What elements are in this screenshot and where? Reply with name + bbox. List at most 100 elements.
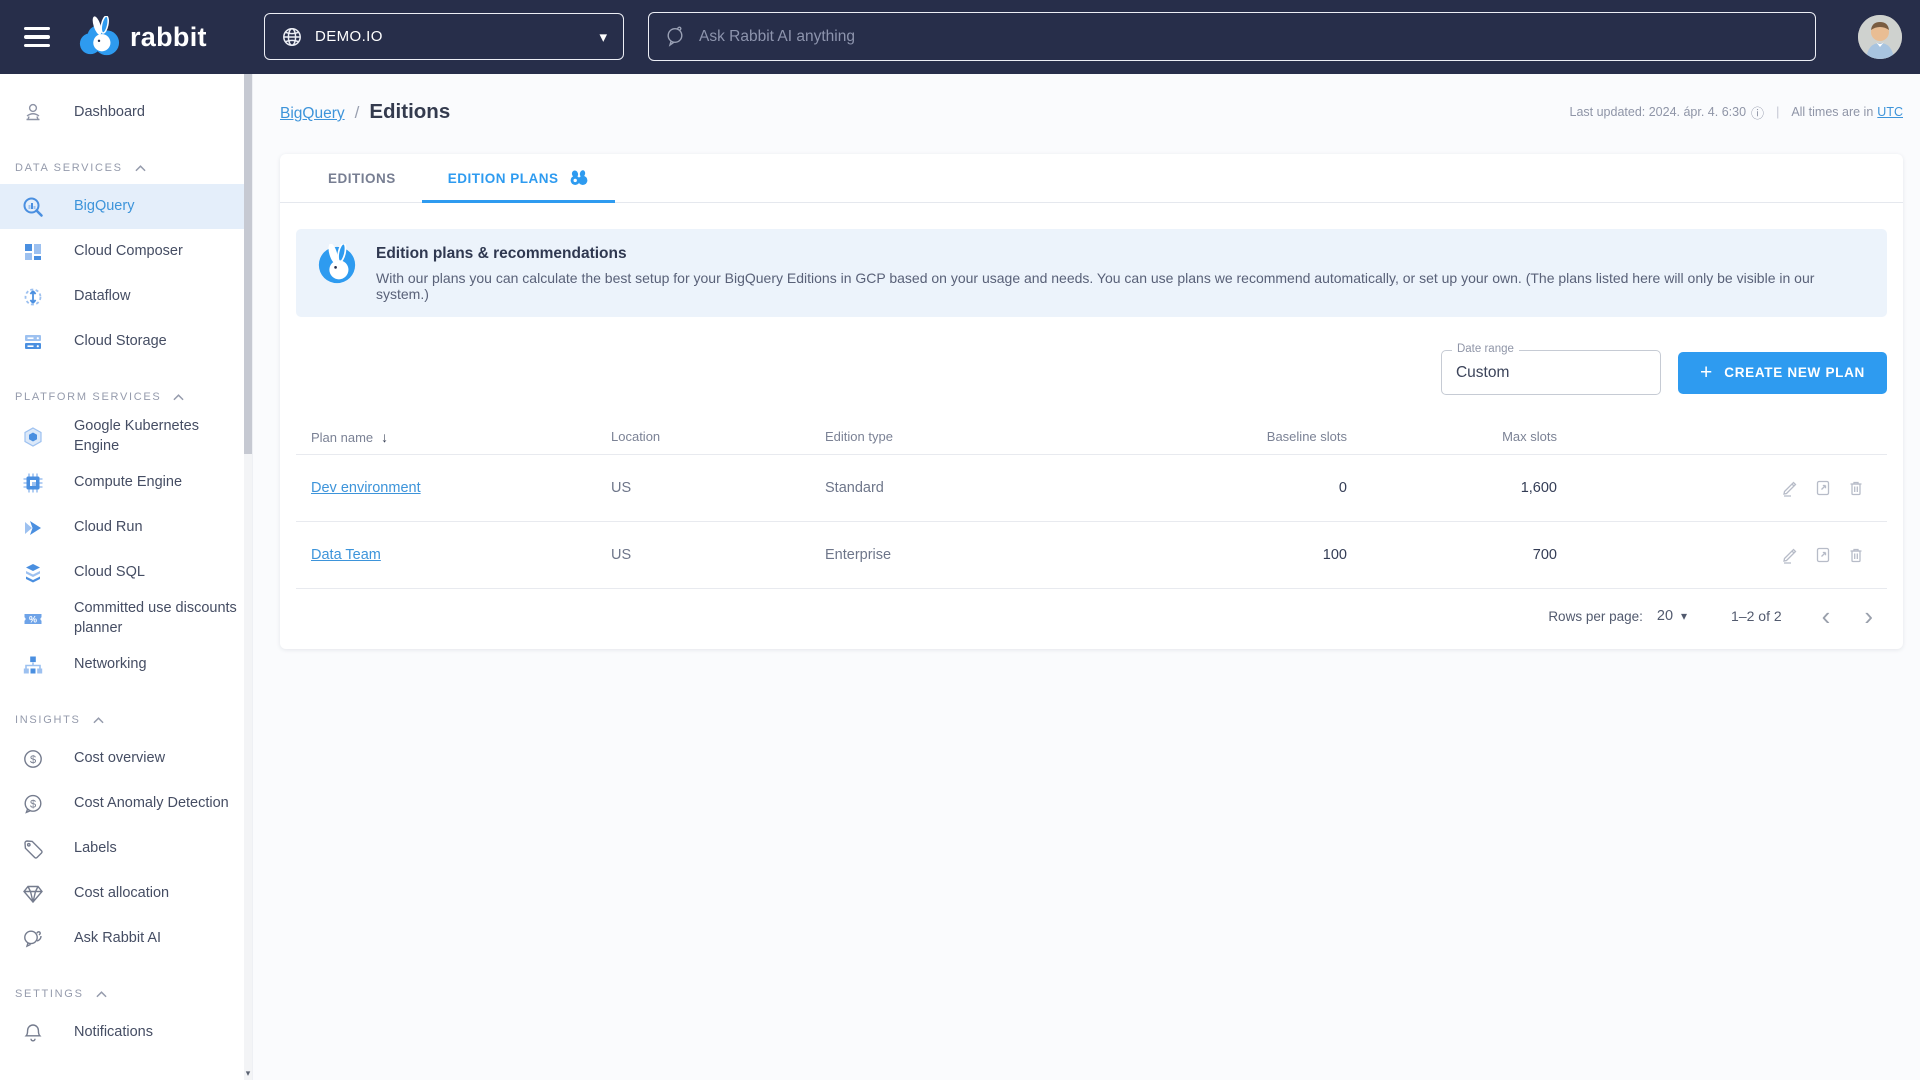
section-title: DATA SERVICES (15, 162, 123, 174)
sidebar-item-dataflow[interactable]: Dataflow (0, 274, 252, 319)
sidebar-section-insights[interactable]: INSIGHTS (15, 714, 252, 726)
sidebar-item-cloud-sql[interactable]: Cloud SQL (0, 550, 252, 595)
cloud-sql-icon (21, 561, 45, 585)
sidebar-item-label: Dataflow (74, 287, 131, 304)
chevron-up-icon (96, 990, 107, 998)
sidebar-item-cloud-composer[interactable]: Cloud Composer (0, 229, 252, 274)
sidebar-item-compute-engine[interactable]: Compute Engine (0, 460, 252, 505)
location-cell: US (611, 480, 632, 496)
brand-logo: rabbit (76, 16, 207, 58)
org-selector[interactable]: DEMO.IO ▾ (264, 13, 624, 60)
edit-icon[interactable] (1781, 479, 1799, 497)
sidebar-item-dashboard[interactable]: Dashboard (0, 90, 252, 135)
sort-desc-icon[interactable]: ↓ (381, 428, 389, 445)
sidebar-item-google-kubernetes-engine[interactable]: Google Kubernetes Engine (0, 413, 252, 460)
sidebar-item-cost-allocation[interactable]: Cost allocation (0, 871, 252, 916)
edition-type-cell: Standard (825, 480, 884, 496)
table-row: Dev environment US Standard 0 1,600 (296, 455, 1887, 522)
sidebar-item-bigquery[interactable]: BigQuery (0, 184, 252, 229)
tag-icon (21, 837, 45, 861)
banner-description: With our plans you can calculate the bes… (376, 270, 1815, 302)
dashboard-icon (21, 101, 45, 125)
sidebar-item-cloud-storage[interactable]: Cloud Storage (0, 319, 252, 364)
section-title: INSIGHTS (15, 714, 81, 727)
svg-text:$: $ (30, 754, 36, 766)
date-range-select[interactable]: Date range Custom (1440, 343, 1661, 395)
ai-search-bar (648, 12, 1816, 61)
duplicate-icon[interactable] (1814, 479, 1832, 497)
date-range-label: Date range (1451, 343, 1519, 355)
sidebar-item-networking[interactable]: Networking (0, 642, 252, 687)
sidebar-item-label: Labels (74, 839, 117, 856)
avatar[interactable] (1858, 15, 1902, 59)
date-range-value: Custom (1455, 363, 1510, 381)
previous-page-button[interactable]: ‹ (1818, 603, 1835, 629)
sidebar-item-label: Cost Anomaly Detection (74, 794, 229, 811)
sidebar-item-notifications[interactable]: Notifications (0, 1010, 252, 1055)
sidebar-scrollbar[interactable]: ▾ (244, 74, 252, 1080)
breadcrumb-bigquery-link[interactable]: BigQuery (280, 105, 345, 122)
column-header-edition-type[interactable]: Edition type (825, 429, 893, 444)
editions-card: EDITIONS EDITION PLANS (280, 154, 1903, 649)
next-page-button[interactable]: › (1860, 603, 1877, 629)
edit-icon[interactable] (1781, 546, 1799, 564)
compute-engine-icon (21, 471, 45, 495)
sidebar-section-data-services[interactable]: DATA SERVICES (15, 162, 252, 174)
avatar-photo (1858, 15, 1902, 59)
sidebar-item-cloud-run[interactable]: Cloud Run (0, 505, 252, 550)
sidebar-item-cost-overview[interactable]: $ Cost overview (0, 736, 252, 781)
dollar-bubble-icon: $ (21, 792, 45, 816)
sidebar-scrollbar-thumb[interactable] (244, 74, 252, 454)
rows-per-page-select[interactable]: 20 ▾ (1657, 608, 1687, 624)
info-banner: Edition plans & recommendations With our… (296, 229, 1887, 317)
sidebar-item-label: BigQuery (74, 197, 135, 214)
info-icon[interactable]: ⓘ (1751, 105, 1765, 121)
hamburger-menu-icon[interactable] (24, 27, 50, 47)
sidebar-item-cost-anomaly-detection[interactable]: $ Cost Anomaly Detection (0, 781, 252, 826)
sidebar-item-label: Cloud Run (74, 518, 143, 535)
brand-wordmark: rabbit (130, 21, 207, 52)
sidebar-item-committed-use-discounts-planner[interactable]: % Committed use discounts planner (0, 595, 252, 642)
tab-edition-plans[interactable]: EDITION PLANS (421, 154, 615, 203)
column-header-max-slots[interactable]: Max slots (1502, 429, 1557, 444)
chevron-up-icon (135, 164, 146, 171)
dataflow-icon (21, 285, 45, 309)
sidebar-item-label: Cloud Composer (74, 242, 183, 259)
controls-row: Date range Custom + CREATE NEW PLAN (280, 343, 1903, 395)
chevron-up-icon (92, 716, 104, 724)
plan-name-link[interactable]: Data Team (311, 547, 381, 563)
column-header-plan-name[interactable]: Plan name ↓ (311, 428, 389, 445)
edition-type-cell: Enterprise (825, 547, 892, 563)
rabbit-banner-icon (318, 244, 356, 284)
plans-table: Plan name ↓ Location Edition type Baselin… (296, 419, 1887, 589)
sidebar-section-platform-services[interactable]: PLATFORM SERVICES (15, 391, 252, 403)
create-new-plan-button[interactable]: + CREATE NEW PLAN (1677, 351, 1887, 394)
duplicate-icon[interactable] (1814, 546, 1832, 564)
delete-icon[interactable] (1847, 479, 1865, 497)
tab-editions[interactable]: EDITIONS (302, 154, 422, 202)
sidebar-section-settings[interactable]: SETTINGS (15, 988, 252, 1000)
delete-icon[interactable] (1847, 546, 1865, 564)
networking-icon (21, 653, 45, 677)
banner-title: Edition plans & recommendations (376, 245, 627, 262)
utc-link[interactable]: UTC (1877, 105, 1903, 119)
sidebar-item-label: Cloud Storage (74, 332, 167, 349)
column-header-baseline-slots[interactable]: Baseline slots (1266, 429, 1347, 444)
table-header-row: Plan name ↓ Location Edition type Baselin… (296, 419, 1887, 455)
svg-text:%: % (29, 614, 37, 624)
pagination: Rows per page: 20 ▾ 1–2 of 2 ‹ › (280, 589, 1903, 643)
sidebar-item-ask-rabbit-ai[interactable]: Ask Rabbit AI (0, 916, 252, 961)
rabbit-logo-icon (79, 16, 120, 56)
baseline-slots-cell: 0 (1338, 480, 1347, 496)
section-title: PLATFORM SERVICES (15, 391, 162, 403)
column-header-location[interactable]: Location (611, 429, 661, 444)
chevron-down-icon: ▾ (599, 28, 607, 46)
last-updated-text: Last updated: 2024. ápr. 4. 6:30 (1569, 105, 1747, 119)
scrollbar-down-arrow-icon[interactable]: ▾ (245, 1068, 251, 1078)
search-input[interactable] (699, 27, 1699, 46)
rows-per-page-value: 20 (1656, 608, 1674, 624)
sidebar-item-labels[interactable]: Labels (0, 826, 252, 871)
tab-label: EDITION PLANS (447, 170, 559, 186)
plan-name-link[interactable]: Dev environment (311, 480, 421, 496)
meta-divider: | (1776, 105, 1780, 119)
